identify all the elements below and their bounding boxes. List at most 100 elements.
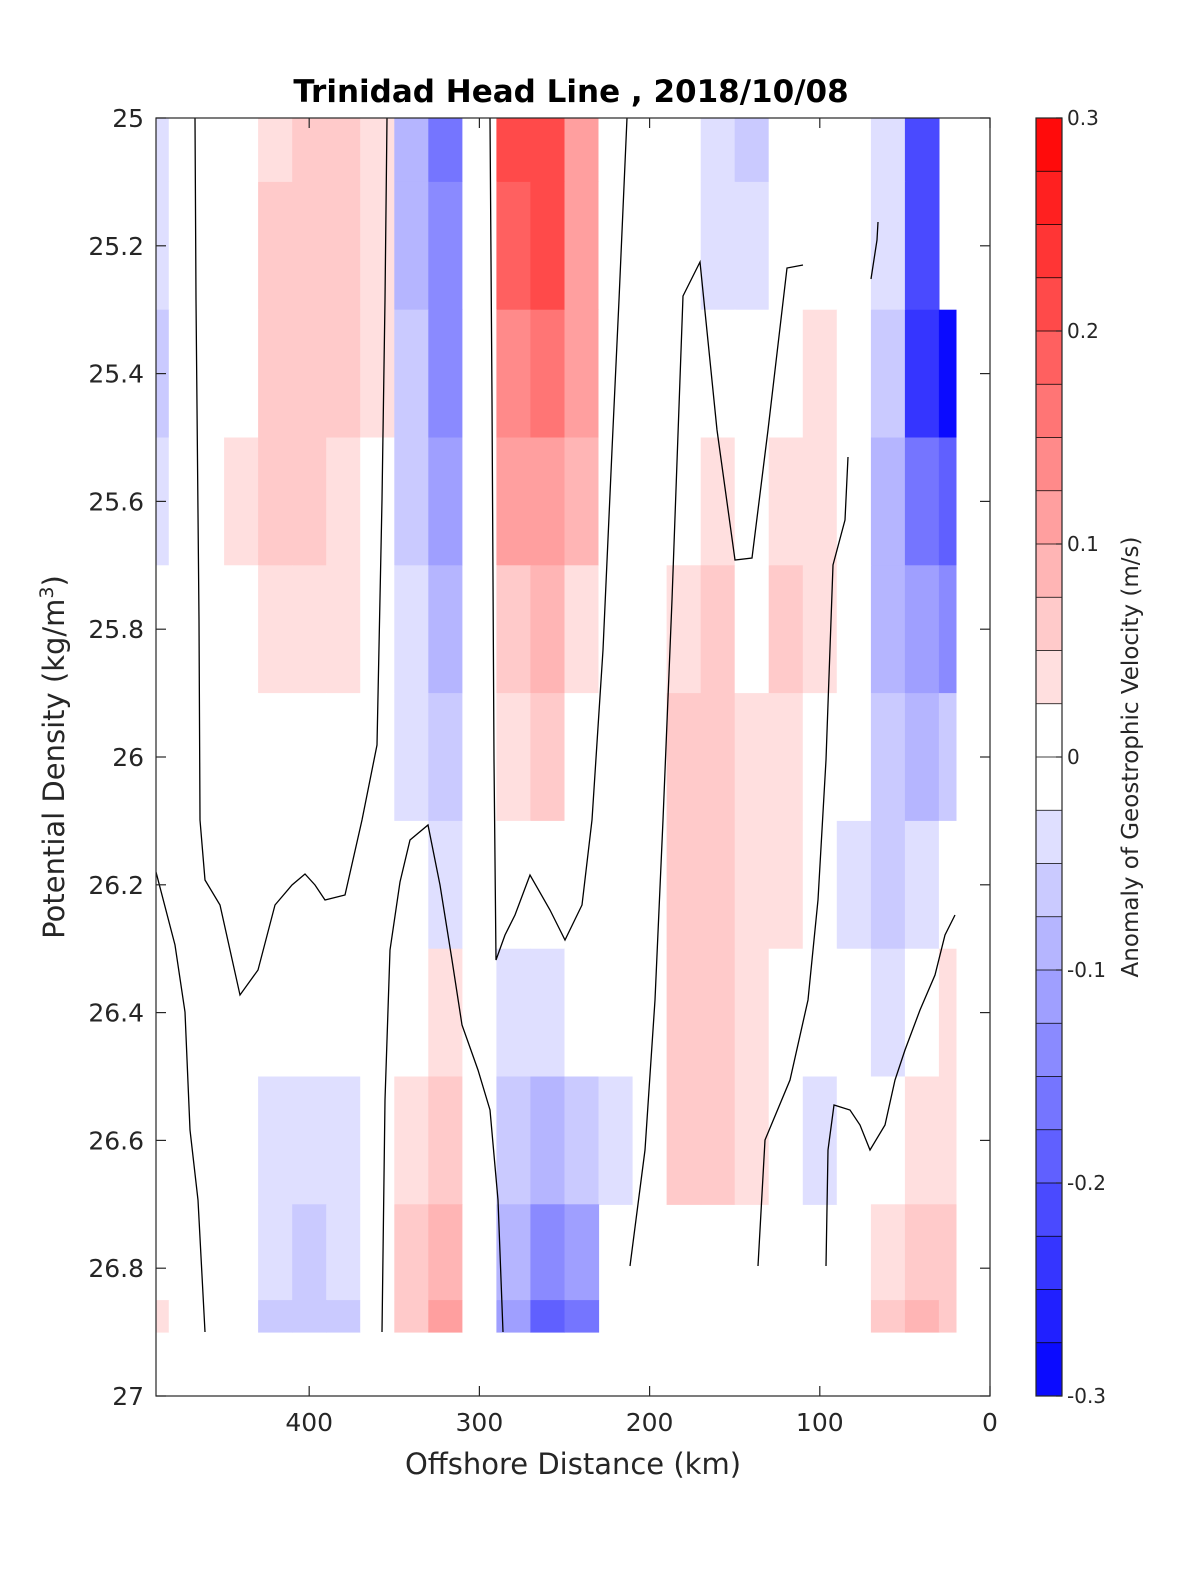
velocity-cell: [632, 948, 668, 1078]
velocity-cell: [168, 693, 195, 822]
velocity-cell: [632, 565, 668, 694]
velocity-cell: [700, 118, 736, 183]
velocity-cell: [700, 309, 736, 439]
velocity-cell: [598, 948, 634, 1078]
velocity-cell: [224, 437, 259, 566]
velocity-cell: [734, 118, 770, 183]
velocity-cell: [462, 820, 497, 950]
colorbar-level: [1036, 1183, 1062, 1237]
velocity-cell: [700, 820, 736, 950]
velocity-cell: [938, 693, 957, 822]
velocity-cell: [258, 693, 293, 822]
velocity-cell: [870, 437, 906, 566]
x-tick-label: 200: [626, 1408, 674, 1437]
velocity-cell: [360, 118, 395, 183]
velocity-cell: [224, 309, 259, 439]
velocity-cell: [802, 820, 838, 950]
velocity-cell: [564, 309, 600, 439]
velocity-cell: [666, 565, 702, 694]
velocity-cell: [632, 118, 668, 183]
velocity-cell: [870, 309, 906, 439]
velocity-cell: [326, 309, 361, 439]
colorbar-level: [1036, 1129, 1062, 1184]
velocity-cell: [326, 1076, 361, 1205]
velocity-cell: [938, 820, 957, 950]
velocity-cell: [428, 118, 463, 183]
velocity-cell: [462, 437, 497, 566]
velocity-cell: [496, 565, 531, 694]
velocity-cell: [632, 437, 668, 566]
velocity-cell: [836, 437, 872, 566]
velocity-cell: [258, 948, 293, 1078]
velocity-cell: [802, 948, 838, 1078]
velocity-cell: [700, 1076, 736, 1205]
y-tick-label: 25.8: [88, 615, 144, 644]
colorbar-level: [1036, 277, 1062, 332]
velocity-cell: [530, 181, 565, 311]
zero-contour: [825, 914, 956, 1267]
zero-contour: [489, 118, 628, 961]
velocity-cell: [496, 181, 531, 311]
velocity-cell: [904, 948, 940, 1078]
velocity-cell: [530, 565, 565, 694]
y-tick-label: 25.6: [88, 487, 144, 516]
velocity-cell: [904, 181, 940, 311]
velocity-cell: [938, 309, 957, 439]
velocity-cell: [292, 181, 327, 311]
velocity-cell: [530, 1300, 565, 1333]
colorbar-level: [1036, 970, 1062, 1024]
velocity-cell: [734, 948, 770, 1078]
velocity-cell: [428, 693, 463, 822]
velocity-cell: [734, 820, 770, 950]
velocity-cell: [938, 948, 957, 1078]
velocity-cell: [394, 118, 429, 183]
y-tick-label: 26.2: [88, 871, 144, 900]
y-tick-label: 26.4: [88, 999, 144, 1028]
velocity-cell: [394, 948, 429, 1078]
velocity-cell: [598, 118, 634, 183]
velocity-field: [156, 118, 957, 1333]
velocity-cell: [802, 181, 838, 311]
colorbar-level: [1036, 224, 1062, 279]
velocity-cell: [326, 693, 361, 822]
velocity-cell: [224, 948, 259, 1078]
velocity-cell: [360, 1076, 395, 1205]
x-tick-label: 300: [456, 1408, 504, 1437]
velocity-cell: [292, 565, 327, 694]
velocity-cell: [870, 1204, 906, 1301]
velocity-cell: [292, 820, 327, 950]
velocity-cell: [632, 693, 668, 822]
velocity-cell: [194, 309, 225, 439]
colorbar-level: [1036, 544, 1062, 598]
velocity-cell: [496, 1204, 531, 1301]
velocity-cell: [326, 437, 361, 566]
velocity-cell: [870, 1300, 906, 1333]
x-tick-label: 400: [285, 1408, 333, 1437]
velocity-cell: [734, 565, 770, 694]
velocity-cell: [258, 820, 293, 950]
velocity-cell: [496, 948, 531, 1078]
velocity-cell: [666, 118, 702, 183]
colorbar-level: [1036, 384, 1062, 438]
velocity-cell: [258, 118, 293, 183]
velocity-cell: [768, 565, 804, 694]
velocity-cell: [224, 565, 259, 694]
velocity-cell: [870, 118, 906, 183]
velocity-cell: [938, 1204, 957, 1301]
velocity-cell: [462, 1300, 497, 1333]
y-tick-label: 26.6: [88, 1126, 144, 1155]
velocity-cell: [700, 565, 736, 694]
velocity-cell: [360, 181, 395, 311]
velocity-cell: [564, 437, 600, 566]
velocity-cell: [168, 437, 195, 566]
colorbar-level: [1036, 490, 1062, 545]
velocity-cell: [428, 565, 463, 694]
velocity-cell: [360, 820, 395, 950]
colorbar-level: [1036, 916, 1062, 971]
y-tick-label: 25.4: [88, 360, 144, 389]
velocity-cell: [530, 1076, 565, 1205]
velocity-cell: [836, 181, 872, 311]
colorbar-level: [1036, 757, 1062, 811]
velocity-cell: [904, 565, 940, 694]
